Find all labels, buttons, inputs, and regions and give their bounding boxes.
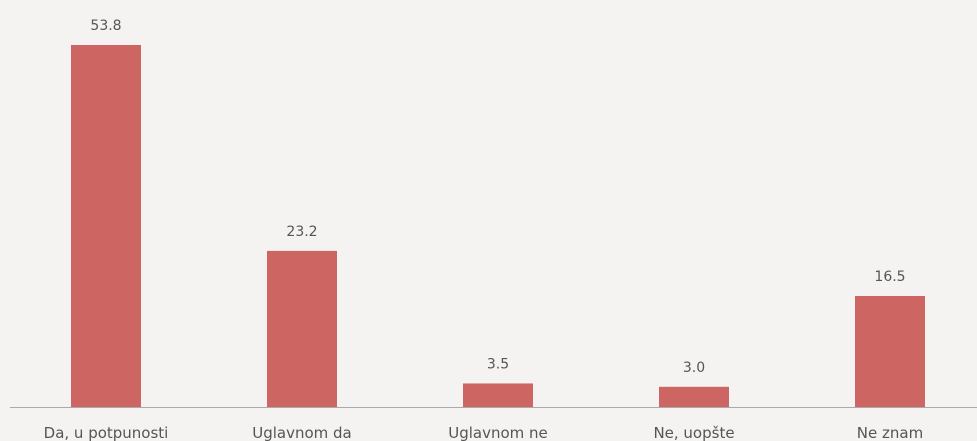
value-label: 53.8 — [90, 18, 121, 34]
x-tick-label: Uglavnom ne — [448, 424, 548, 441]
x-tick-label: Ne, uopšte — [653, 424, 734, 441]
x-tick-label: Uglavnom da — [252, 424, 352, 441]
bar — [267, 250, 337, 407]
x-tick-label: Ne znam — [857, 424, 923, 441]
value-label: 16.5 — [874, 269, 905, 285]
x-tick-label: Da, u potpunosti — [44, 424, 169, 441]
bar — [71, 45, 141, 407]
bar — [659, 386, 729, 407]
value-label: 3.0 — [683, 360, 705, 376]
value-label: 23.2 — [286, 224, 317, 240]
bar — [855, 295, 925, 407]
value-label: 3.5 — [487, 356, 509, 372]
bar — [463, 383, 533, 407]
